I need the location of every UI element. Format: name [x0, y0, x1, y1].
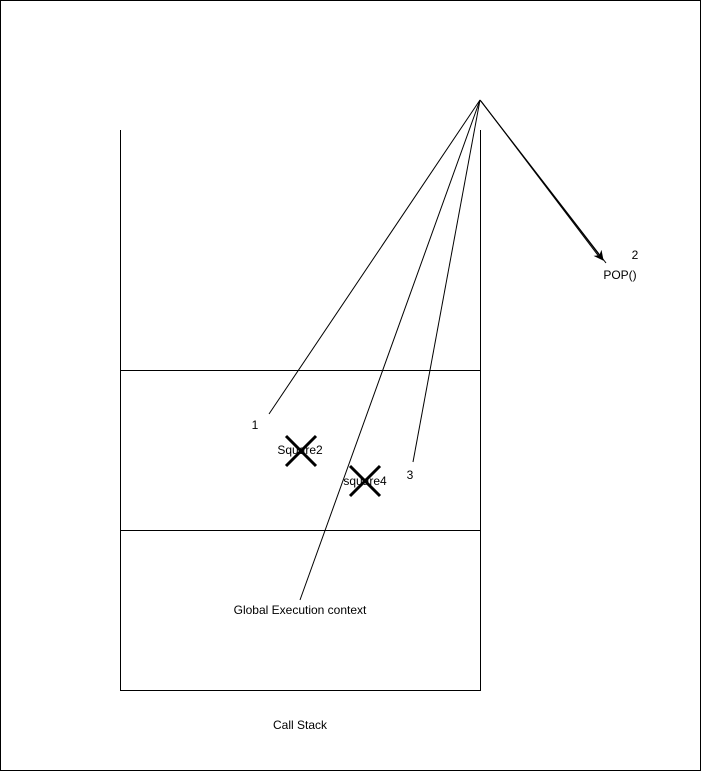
frame-label-square4: square4: [343, 474, 387, 488]
step-label-2: 2: [632, 248, 639, 262]
stack-title: Call Stack: [273, 718, 328, 732]
operation-label: POP(): [603, 268, 636, 282]
step-label-3: 3: [407, 468, 414, 482]
connector-to-step-3: [412, 99, 481, 463]
step-label-1: 1: [252, 418, 259, 432]
cross-mark-square2: [284, 434, 318, 468]
pop-arrow-3: [480, 100, 601, 259]
pop-arrows: [479, 99, 607, 264]
connector-to-step-1: [268, 99, 481, 415]
connector-to-global-context: [299, 99, 481, 601]
frame-label-square2: Square2: [277, 443, 323, 457]
stack-container: [120, 130, 481, 691]
cross-mark-square4: [348, 464, 382, 498]
frame-label-global: Global Execution context: [234, 603, 367, 617]
connector-lines: [268, 99, 481, 601]
